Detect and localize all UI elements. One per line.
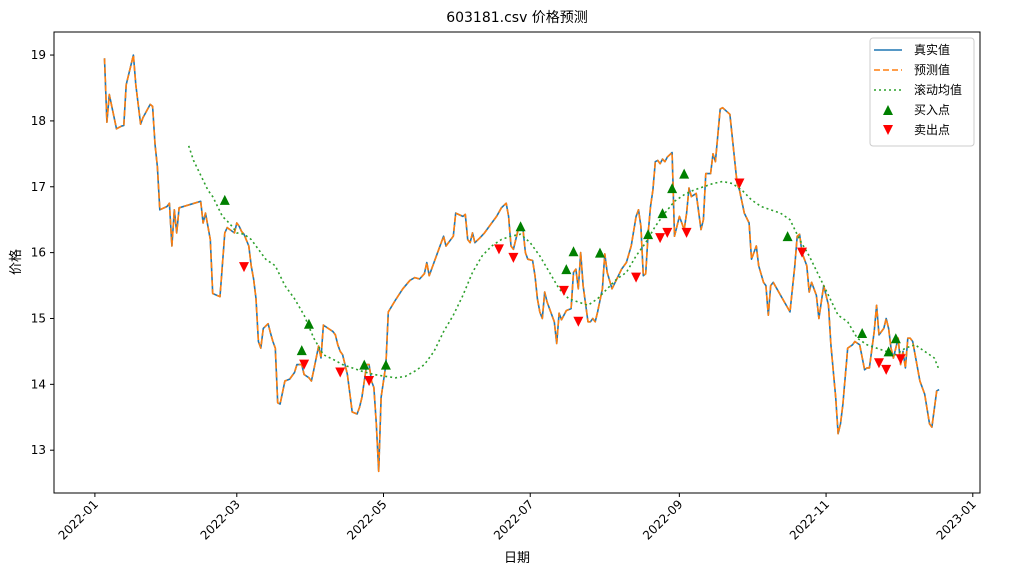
sell-marker-13 xyxy=(797,247,808,258)
y-axis: 13 14 15 16 17 18 19 xyxy=(31,48,54,457)
buy-marker-4 xyxy=(380,359,391,370)
y-tick-label-0: 13 xyxy=(31,443,46,457)
sell-marker-8 xyxy=(631,272,642,283)
buy-marker-15 xyxy=(883,346,894,357)
sell-marker-14 xyxy=(873,358,884,369)
chart-title: 603181.csv 价格预测 xyxy=(446,10,588,26)
sell-marker-16 xyxy=(895,354,906,365)
series-line-0 xyxy=(103,54,940,473)
buy-marker-3 xyxy=(359,359,370,370)
buy-marker-8 xyxy=(594,247,605,258)
y-tick-label-1: 14 xyxy=(31,377,46,391)
x-axis: 2022-01 2022-03 2022-05 2022-07 2022-09 2022-… xyxy=(56,493,979,543)
x-axis-label: 日期 xyxy=(504,551,530,566)
legend-label-0: 真实值 xyxy=(914,42,950,57)
legend-marker-4 xyxy=(883,125,893,135)
sell-marker-1 xyxy=(299,359,310,370)
legend-box xyxy=(869,37,975,147)
sell-marker-15 xyxy=(881,364,892,375)
sell-marker-10 xyxy=(662,227,673,238)
y-tick-label-6: 19 xyxy=(31,48,46,62)
buy-marker-7 xyxy=(568,246,579,257)
buy-marker-12 xyxy=(679,168,690,179)
x-tick-label-0: 2022-01 xyxy=(56,497,101,542)
sell-marker-0 xyxy=(239,262,250,273)
marker-layer xyxy=(219,168,906,387)
series-layer xyxy=(103,54,940,473)
buy-marker-1 xyxy=(296,345,307,356)
buy-marker-13 xyxy=(782,231,793,242)
buy-marker-16 xyxy=(890,333,901,344)
plot-frame xyxy=(53,31,981,494)
legend-label-4: 卖出点 xyxy=(914,123,950,137)
series-line-1 xyxy=(103,54,940,473)
sell-marker-2 xyxy=(335,367,346,378)
series-line-2 xyxy=(187,145,940,379)
y-tick-label-3: 16 xyxy=(31,246,46,260)
buy-marker-9 xyxy=(643,229,654,240)
x-tick-label-1: 2022-03 xyxy=(198,497,243,542)
sell-marker-12 xyxy=(734,178,745,189)
y-tick-label-4: 17 xyxy=(31,180,46,194)
x-tick-label-3: 2022-07 xyxy=(491,497,536,542)
buy-marker-2 xyxy=(303,318,314,329)
legend-label-1: 预测值 xyxy=(914,62,950,77)
sell-marker-4 xyxy=(493,244,504,255)
buy-marker-11 xyxy=(667,183,678,194)
y-axis-label: 价格 xyxy=(8,249,24,275)
x-tick-label-2: 2022-05 xyxy=(344,497,389,542)
sell-marker-3 xyxy=(364,376,375,387)
x-tick-label-6: 2023-01 xyxy=(934,497,979,542)
legend-label-3: 买入点 xyxy=(914,103,950,117)
x-tick-label-4: 2022-09 xyxy=(640,497,685,542)
sell-marker-5 xyxy=(508,252,519,263)
sell-marker-11 xyxy=(681,227,692,238)
buy-marker-14 xyxy=(857,327,868,338)
sell-marker-9 xyxy=(655,233,666,244)
y-tick-label-5: 18 xyxy=(31,114,46,128)
buy-marker-0 xyxy=(219,194,230,205)
sell-marker-7 xyxy=(573,316,584,327)
buy-marker-10 xyxy=(657,208,668,219)
legend-label-2: 滚动均值 xyxy=(914,82,962,97)
y-tick-label-2: 15 xyxy=(31,311,46,325)
sell-marker-6 xyxy=(558,285,569,296)
x-tick-label-5: 2022-11 xyxy=(787,497,832,542)
buy-marker-5 xyxy=(515,221,526,232)
buy-marker-6 xyxy=(561,264,572,275)
legend-marker-3 xyxy=(883,105,893,115)
